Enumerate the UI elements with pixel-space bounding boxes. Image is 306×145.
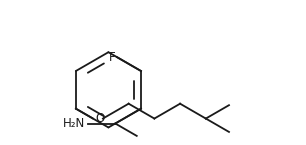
Text: O: O <box>95 112 104 125</box>
Text: F: F <box>108 51 115 64</box>
Text: H₂N: H₂N <box>63 117 86 130</box>
